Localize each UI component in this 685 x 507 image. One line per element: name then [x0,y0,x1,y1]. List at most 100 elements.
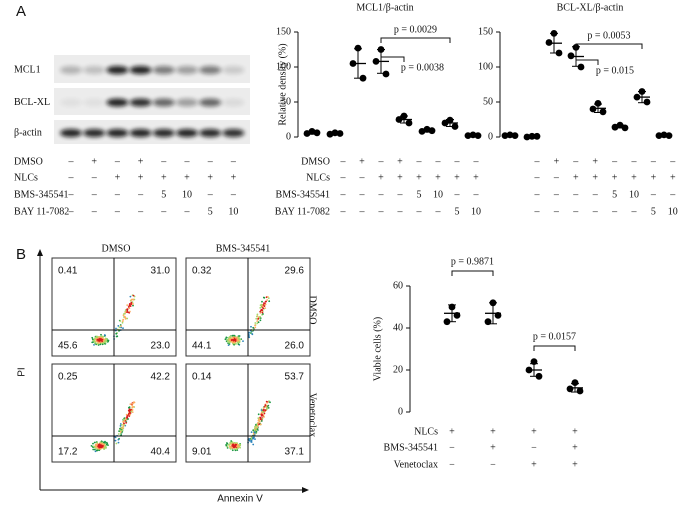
flow-event [236,445,238,448]
condition-label: DMSO [14,156,43,167]
flow-event [257,417,260,419]
condition-mark: – [631,206,638,217]
condition-mark: 5 [651,206,656,217]
flow-event [95,336,98,338]
flow-event [233,448,236,451]
flow-event [233,343,236,346]
flow-event [263,416,265,418]
flow-event [115,335,118,338]
flow-event [238,445,240,448]
flow-event [259,319,262,322]
blot-band [106,66,129,74]
flow-event [99,339,102,342]
flow-event [120,325,122,327]
condition-mark: – [611,156,618,167]
flow-event [252,326,255,329]
flow-event [231,446,234,449]
quadrant-value: 17.2 [58,447,78,458]
flow-event [248,336,251,339]
data-point [354,44,362,52]
flow-event [121,321,124,324]
flow-event [96,449,98,452]
flow-x-label: Annexin V [217,494,263,505]
flow-event [124,318,127,320]
condition-mark: – [91,172,98,183]
flow-event [256,315,258,318]
condition-mark: + [115,172,121,183]
condition-mark: – [359,206,366,217]
blot-band [222,129,245,137]
condition-label: BAY 11-7082 [14,206,69,217]
protein-label: MCL1 [14,64,41,75]
flow-event [252,437,255,440]
data-point [443,318,451,326]
flow-event [256,322,259,325]
flow-event [250,441,253,443]
condition-mark: – [91,206,98,217]
data-point [643,98,651,106]
significance-bracket [451,270,494,276]
condition-label: NLCs [14,172,38,183]
flow-event [119,320,122,322]
flow-event [257,419,260,422]
data-point [555,49,563,57]
condition-mark: – [230,156,237,167]
quadrant-value: 26.0 [285,341,305,352]
flow-row-label: DMSO [307,296,318,325]
condition-mark: – [359,189,366,200]
flow-event [117,325,120,327]
flow-event [228,341,231,344]
flow-event [260,409,263,411]
condition-mark: – [572,189,579,200]
condition-mark: + [631,172,637,183]
flow-event [233,341,236,343]
flow-event [257,421,259,424]
condition-mark: – [340,172,347,183]
flow-event [126,317,129,320]
flow-event [125,413,128,416]
quadrant-value: 37.1 [285,447,305,458]
condition-mark: 10 [182,189,192,200]
flow-event [132,303,134,305]
condition-mark: – [207,189,214,200]
p-value: p = 0.0053 [587,30,630,41]
blot-band [83,66,106,74]
flow-event [104,334,106,337]
blot-band [60,129,82,137]
condition-mark: – [592,206,599,217]
flow-event [119,425,122,427]
flow-event [130,303,133,306]
flow-event [266,407,268,410]
condition-mark: – [631,156,638,167]
condition-mark: + [572,426,578,437]
flow-event [269,401,271,404]
flow-event [97,341,100,344]
flow-event [255,430,258,433]
flow-event [264,409,267,412]
flow-event [122,418,125,421]
flow-event [226,442,228,444]
flow-event [262,407,265,409]
flow-event [267,407,270,409]
flow-event [266,295,269,298]
error-bar [446,119,454,127]
condition-mark: + [397,156,403,167]
flow-event [95,443,98,446]
condition-mark: – [378,189,385,200]
quadrant-value: 45.6 [58,341,78,352]
condition-mark: – [114,206,121,217]
flow-event [268,300,271,303]
flow-event [260,420,263,422]
condition-mark: − [449,442,455,453]
blot-band [106,98,129,107]
blot-band [222,66,245,74]
data-point [589,105,597,113]
flow-event [265,405,267,408]
flow-event [95,340,98,343]
quadrant-value: 29.6 [285,266,305,277]
condition-mark: – [454,189,461,200]
flow-event [260,306,263,308]
flow-event [95,445,98,448]
condition-mark: – [650,189,657,200]
flow-event [124,316,126,319]
